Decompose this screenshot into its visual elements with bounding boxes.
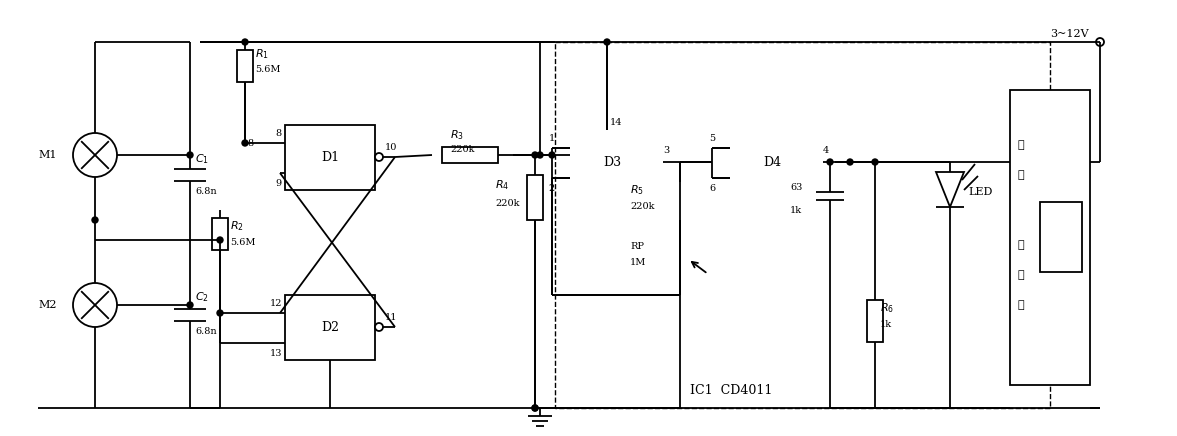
Bar <box>285 125 375 190</box>
Text: 8: 8 <box>247 139 253 147</box>
Text: 6.8n: 6.8n <box>195 327 217 335</box>
Text: 8: 8 <box>275 129 282 137</box>
Circle shape <box>532 405 538 411</box>
Text: $R_3$: $R_3$ <box>450 128 464 142</box>
Text: $C_1$: $C_1$ <box>195 152 210 166</box>
Circle shape <box>532 152 538 158</box>
Text: 电: 电 <box>1018 170 1025 180</box>
Text: 13: 13 <box>270 348 282 358</box>
Text: $R_2$: $R_2$ <box>230 219 244 233</box>
Bar <box>570 130 654 195</box>
Text: 5.6M: 5.6M <box>230 238 255 246</box>
Text: 1k: 1k <box>790 205 802 215</box>
Text: 63: 63 <box>790 183 803 191</box>
Text: 220k: 220k <box>630 201 654 211</box>
Text: 3: 3 <box>663 146 670 154</box>
Text: D3: D3 <box>603 156 621 168</box>
Circle shape <box>548 152 556 158</box>
Text: D4: D4 <box>763 156 782 168</box>
Text: 1k: 1k <box>880 320 892 328</box>
Text: 220k: 220k <box>496 198 519 208</box>
Text: 10: 10 <box>385 143 398 151</box>
Bar <box>285 295 375 360</box>
Text: $C_2$: $C_2$ <box>195 290 208 304</box>
Bar <box>443 147 498 163</box>
Text: 6.8n: 6.8n <box>195 187 217 195</box>
Text: 压: 压 <box>1018 140 1025 150</box>
Text: 4: 4 <box>823 146 830 154</box>
Circle shape <box>375 323 383 331</box>
Text: 2: 2 <box>548 184 556 193</box>
Circle shape <box>187 302 193 308</box>
Circle shape <box>242 140 248 146</box>
Circle shape <box>604 39 610 45</box>
Bar <box>867 300 883 342</box>
Circle shape <box>217 310 222 316</box>
Circle shape <box>217 237 222 243</box>
Text: 12: 12 <box>270 299 282 307</box>
Text: M1: M1 <box>38 150 56 160</box>
Bar <box>1040 202 1082 272</box>
Text: 11: 11 <box>385 313 398 321</box>
Circle shape <box>709 159 714 165</box>
Bar <box>672 182 689 220</box>
Text: 5: 5 <box>709 133 714 143</box>
Text: IC1  CD4011: IC1 CD4011 <box>690 384 772 396</box>
Circle shape <box>814 158 823 166</box>
Circle shape <box>872 159 878 165</box>
Text: D1: D1 <box>321 150 339 164</box>
Bar <box>212 218 228 250</box>
Circle shape <box>187 152 193 158</box>
Text: 220k: 220k <box>450 144 474 153</box>
Text: 峰: 峰 <box>1018 240 1025 250</box>
Text: 9: 9 <box>275 178 282 187</box>
Text: 6: 6 <box>709 184 714 193</box>
Circle shape <box>1096 38 1104 46</box>
Bar <box>527 175 543 220</box>
Text: 鸣: 鸣 <box>1018 270 1025 280</box>
Text: 器: 器 <box>1018 300 1025 310</box>
Text: $R_6$: $R_6$ <box>880 301 895 315</box>
Circle shape <box>677 159 683 165</box>
Text: 1M: 1M <box>630 258 646 266</box>
Text: RP: RP <box>630 242 644 251</box>
Text: 5.6M: 5.6M <box>255 65 280 75</box>
Bar <box>556 42 1050 408</box>
Circle shape <box>537 152 543 158</box>
Circle shape <box>242 39 248 45</box>
Circle shape <box>654 158 663 166</box>
Circle shape <box>827 159 833 165</box>
Text: 1: 1 <box>548 133 556 143</box>
Text: LED: LED <box>967 187 992 197</box>
Bar <box>237 50 253 82</box>
Text: D2: D2 <box>321 320 339 334</box>
Text: 3~12V: 3~12V <box>1050 29 1089 39</box>
Text: $R_4$: $R_4$ <box>496 178 510 192</box>
Circle shape <box>847 159 853 165</box>
Text: $R_1$: $R_1$ <box>255 47 270 61</box>
Text: M2: M2 <box>38 300 56 310</box>
Text: 14: 14 <box>610 117 623 126</box>
Circle shape <box>375 153 383 161</box>
Circle shape <box>92 217 98 223</box>
Bar <box>1010 90 1090 385</box>
Circle shape <box>532 405 538 411</box>
Bar <box>672 238 689 280</box>
Text: $R_5$: $R_5$ <box>630 183 644 197</box>
Bar <box>730 130 814 195</box>
